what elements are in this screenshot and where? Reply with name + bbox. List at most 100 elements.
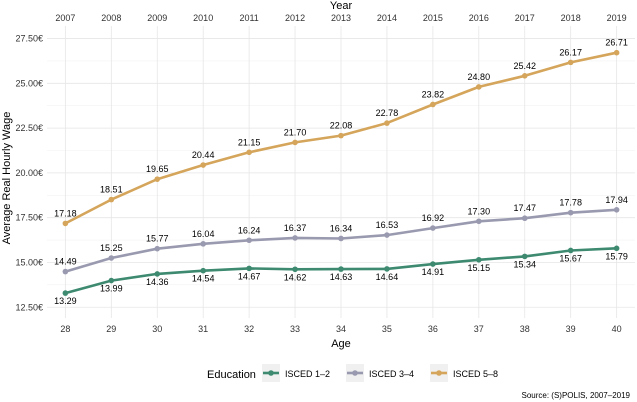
data-label: 15.67 [559,253,582,263]
y-tick-label: 17.50€ [15,213,43,223]
data-point [384,120,390,126]
data-labels: 13.29 13.99 14.36 14.54 14.67 14.62 14.63 14.64… [54,38,628,306]
legend: Education ISCED 1–2 ISCED 3–4 ISCED 5–8 [207,364,498,382]
data-label: 14.91 [422,267,445,277]
data-label: 26.17 [559,47,582,57]
x-top-tick-label: 2010 [193,13,213,23]
data-label: 22.08 [330,121,353,131]
data-label: 16.92 [422,213,445,223]
data-label: 15.79 [605,251,628,261]
data-label: 21.15 [238,137,261,147]
data-point [567,59,574,66]
data-point [200,267,206,274]
legend-key-point [268,370,274,376]
x-top-tick-label: 2014 [377,13,397,23]
data-point [246,149,252,156]
x-top-tick-label: 2007 [55,13,75,23]
data-label: 17.30 [468,206,491,216]
x-tick-label: 30 [152,324,162,334]
data-label: 23.82 [422,89,445,99]
data-point [613,206,620,213]
data-label: 16.34 [330,223,353,233]
data-point [521,215,528,222]
data-point [246,265,252,272]
data-label: 24.80 [468,72,491,82]
x-tick-label: 37 [474,324,484,334]
data-point [338,266,344,272]
data-point [338,235,344,242]
data-point [476,218,482,225]
data-label: 14.54 [192,274,215,284]
data-label: 25.42 [513,61,536,71]
x-top-tick-label: 2019 [607,13,627,23]
x-tick-label: 34 [336,324,346,334]
data-label: 21.70 [284,127,307,137]
data-label: 14.62 [284,272,307,282]
data-point [567,209,574,216]
x-top-tick-label: 2018 [561,13,581,23]
data-point [567,247,574,254]
caption: Source: (S)POLIS, 2007–2019 [521,391,630,400]
data-label: 14.64 [376,272,399,282]
x-top-tick-label: 2013 [331,13,351,23]
data-point [62,268,69,275]
y-axis-title: Average Real Hourly Wage [1,112,13,245]
axes: 12.50€ 15.00€ 17.50€ 20.00€ 22.50€ 25.00€ 27.5… [15,13,626,334]
y-tick-label: 15.00€ [15,257,43,267]
legend-label: ISCED 5–8 [453,369,498,379]
x-tick-label: 38 [520,324,530,334]
data-label: 18.51 [100,185,123,195]
data-label: 13.99 [100,284,123,294]
data-label: 15.34 [513,259,536,269]
data-label: 15.77 [146,234,169,244]
data-label: 15.25 [100,243,123,253]
data-point [292,139,298,146]
legend-label: ISCED 3–4 [369,369,414,379]
data-label: 13.29 [54,296,77,306]
data-point [521,73,528,79]
data-label: 14.63 [330,272,353,282]
data-point [338,132,344,139]
data-point [108,255,115,261]
x-axis-title: Age [331,338,351,350]
data-point [476,84,482,90]
y-tick-label: 27.50€ [15,34,43,44]
x-axis-title-top: Year [330,0,353,12]
x-top-tick-label: 2015 [423,13,443,23]
data-label: 16.04 [192,229,215,239]
y-tick-label: 20.00€ [15,168,43,178]
data-point [62,220,69,227]
data-label: 20.44 [192,150,215,160]
data-point [108,277,115,284]
data-point [384,266,390,272]
legend-label: ISCED 1–2 [285,369,330,379]
data-label: 16.53 [376,220,399,230]
data-point [62,290,69,296]
x-tick-label: 28 [60,324,70,334]
y-tick-label: 22.50€ [15,123,43,133]
data-label: 14.36 [146,277,169,287]
data-label: 16.37 [284,223,307,233]
x-top-tick-label: 2011 [239,13,258,23]
data-point [108,196,115,203]
legend-key-point [436,370,442,376]
data-point [292,235,298,241]
data-point [154,245,161,252]
data-point [154,271,161,277]
y-tick-label: 25.00€ [15,78,43,88]
data-label: 14.67 [238,271,261,281]
data-label: 17.18 [54,208,77,218]
series-lines [62,49,620,296]
data-label: 17.94 [605,195,628,205]
legend-title: Education [207,369,256,381]
data-label: 22.78 [376,108,399,118]
x-tick-label: 31 [198,324,208,334]
x-tick-label: 35 [382,324,392,334]
data-point [154,176,161,182]
data-point [476,256,482,263]
legend-key-point [352,370,358,376]
data-point [613,49,620,56]
x-top-tick-label: 2016 [469,13,489,23]
x-top-tick-label: 2017 [515,13,535,23]
